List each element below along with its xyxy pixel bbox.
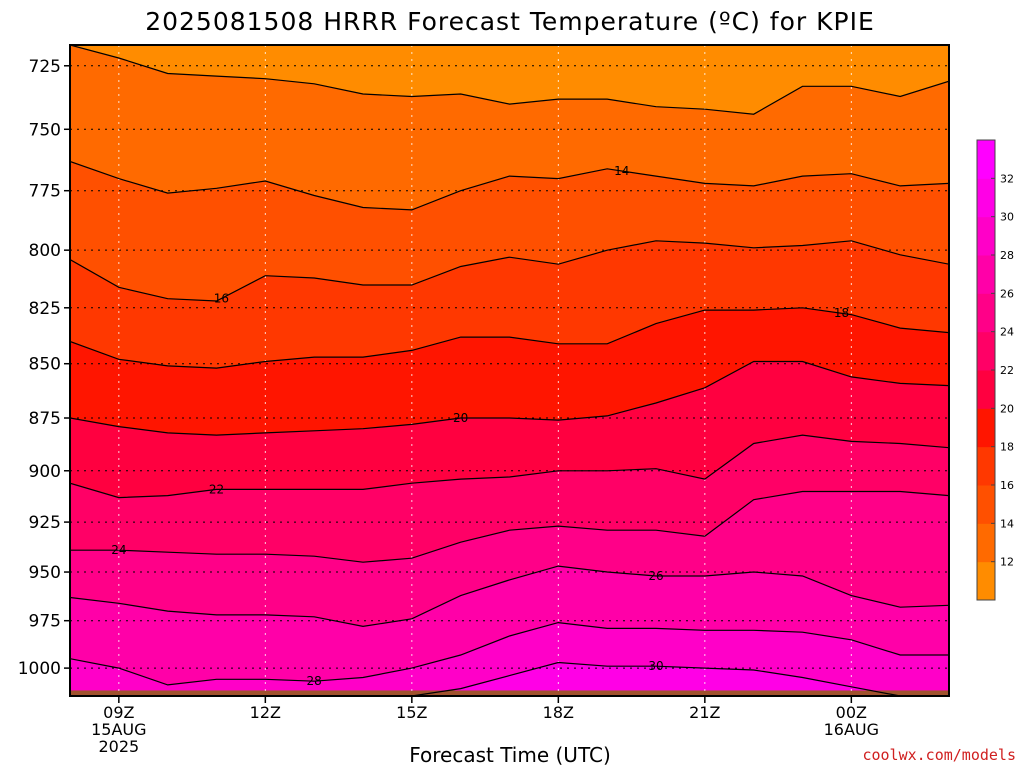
x-tick-label-15-0: 15Z <box>396 703 427 722</box>
y-tick-label-1000: 1000 <box>18 659 61 679</box>
y-tick-label-950: 950 <box>29 563 61 583</box>
isotherm-label-22: 22 <box>209 482 224 496</box>
band-30 <box>70 662 949 696</box>
y-tick-label-825: 825 <box>29 299 61 319</box>
isotherm-label-30: 30 <box>648 659 663 673</box>
colorbar-swatch-28 <box>977 216 995 256</box>
ground-surface <box>70 690 949 696</box>
colorbar-label-16: 16 <box>1000 479 1014 492</box>
colorbar-label-30: 30 <box>1000 211 1014 224</box>
isotherm-labels: 14 16 18 20 22 24 26 28 30 <box>111 164 849 688</box>
x-tick-label-21-0: 21Z <box>689 703 720 722</box>
y-axis: 725 750 775 800 825 850 875 900 925 950 975 1000 <box>18 57 70 679</box>
isotherm-16 <box>70 240 949 302</box>
colorbar-label-20: 20 <box>1000 402 1014 415</box>
colorbar-swatch-22 <box>977 331 995 371</box>
x-tick-label-9-0: 09Z <box>103 703 134 722</box>
isotherm-label-26: 26 <box>648 569 663 583</box>
x-tick-label-24-1: 16AUG <box>824 720 879 739</box>
y-tick-label-725: 725 <box>29 57 61 77</box>
isotherm-label-14: 14 <box>614 164 629 178</box>
colorbar-swatch-12 <box>977 523 995 563</box>
isotherm-12 <box>70 45 949 115</box>
colorbar-label-28: 28 <box>1000 249 1014 262</box>
isotherm-label-16: 16 <box>214 291 229 305</box>
colorbar-swatch-26 <box>977 255 995 294</box>
isotherm-label-28: 28 <box>307 674 322 688</box>
colorbar-swatch-32 <box>977 140 995 179</box>
y-tick-label-750: 750 <box>29 120 61 140</box>
colorbar-label-18: 18 <box>1000 441 1014 454</box>
y-tick-label-850: 850 <box>29 355 61 375</box>
colorbar-label-26: 26 <box>1000 287 1014 300</box>
ground-bar <box>70 690 949 696</box>
y-tick-label-775: 775 <box>29 182 61 202</box>
isotherm-30 <box>70 661 949 696</box>
isotherm-20 <box>70 360 949 436</box>
colorbar-swatch-20 <box>977 370 995 409</box>
x-tick-label-9-1: 15AUG <box>91 720 146 739</box>
colorbar-swatch-30 <box>977 178 995 218</box>
y-tick-label-800: 800 <box>29 241 61 261</box>
isotherm-label-18: 18 <box>834 306 849 320</box>
colorbar-label-12: 12 <box>1000 556 1014 569</box>
colorbar-label-14: 14 <box>1000 517 1014 530</box>
isotherm-22 <box>70 434 949 499</box>
isotherm-26 <box>70 565 949 628</box>
y-tick-label-975: 975 <box>29 612 61 632</box>
isotherm-14 <box>70 160 949 211</box>
x-tick-label-24-0: 00Z <box>836 703 867 722</box>
x-tick-label-12-0: 12Z <box>250 703 281 722</box>
x-tick-label-9-2: 2025 <box>98 737 139 756</box>
colorbar-label-32: 32 <box>1000 172 1014 185</box>
colorbar-label-22: 22 <box>1000 364 1014 377</box>
x-axis-label: Forecast Time (UTC) <box>409 743 611 767</box>
y-tick-label-925: 925 <box>29 513 61 533</box>
credit-text: coolwx.com/models <box>862 746 1016 764</box>
y-tick-label-900: 900 <box>29 462 61 482</box>
colorbar-swatch-24 <box>977 293 995 333</box>
colorbar: 12 14 16 18 20 22 24 26 28 30 32 <box>976 139 1014 601</box>
colorbar-swatch-10 <box>977 561 995 601</box>
isotherm-18 <box>70 307 949 369</box>
isotherm-label-20: 20 <box>453 411 468 425</box>
colorbar-swatch-18 <box>977 408 995 448</box>
plot-frame <box>69 44 950 697</box>
isotherm-24 <box>70 490 949 563</box>
colorbar-swatch-14 <box>977 485 995 524</box>
x-tick-label-18-0: 18Z <box>543 703 574 722</box>
isotherm-lines <box>70 45 949 696</box>
y-tick-label-875: 875 <box>29 409 61 429</box>
chart-title: 2025081508 HRRR Forecast Temperature (ºC… <box>145 7 875 36</box>
isotherm-28 <box>70 621 949 686</box>
temperature-fill-bands <box>70 45 949 696</box>
colorbar-swatch-16 <box>977 446 995 486</box>
isotherm-label-24: 24 <box>111 543 126 557</box>
colorbar-label-24: 24 <box>1000 326 1014 339</box>
